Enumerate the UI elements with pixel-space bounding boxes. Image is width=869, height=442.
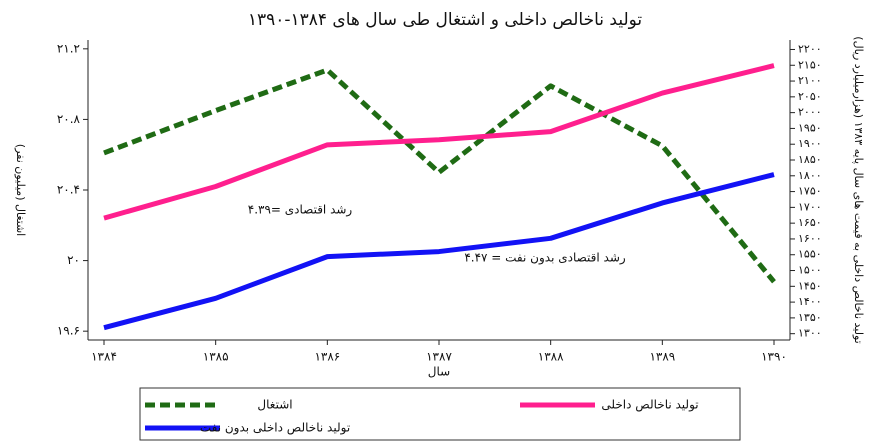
- x-tick-label: ۱۳۸۷: [426, 350, 452, 364]
- y2-tick-label: ۱۶۵۰: [798, 216, 822, 229]
- y2-tick-label: ۱۸۵۰: [798, 153, 822, 166]
- y2-tick-label: ۱۳۵۰: [798, 311, 822, 324]
- y-tick-label: ۲۰: [67, 253, 80, 267]
- y2-tick-label: ۱۴۰۰: [798, 295, 822, 308]
- y2-tick-label: ۲۰۵۰: [798, 90, 822, 103]
- x-tick-label: ۱۳۸۴: [91, 350, 117, 364]
- y2-tick-label: ۱۸۰۰: [798, 169, 822, 182]
- y2-axis-label: تولید ناخالص داخلی به قیمت های سال پایه …: [852, 36, 865, 343]
- x-axis-label: سال: [428, 365, 450, 379]
- x-tick-label: ۱۳۸۸: [538, 350, 564, 364]
- y2-tick-label: ۲۰۰۰: [798, 106, 822, 119]
- chart-title: تولید ناخالص داخلی و اشتغال طی سال های ۱…: [248, 10, 643, 30]
- y2-tick-label: ۲۲۰۰: [798, 42, 822, 55]
- annotation: رشد اقتصادی بدون نفت = ۴.۴۷: [464, 251, 626, 266]
- y2-tick-label: ۱۵۰۰: [798, 264, 822, 277]
- annotation: رشد اقتصادی =۴.۳۹: [248, 203, 353, 218]
- x-tick-label: ۱۳۸۶: [314, 350, 340, 364]
- y2-tick-label: ۱۹۵۰: [798, 121, 822, 134]
- legend-box: [139, 387, 741, 441]
- line-series: [103, 172, 775, 331]
- legend-label: تولید ناخالص داخلی بدون نفت: [200, 421, 350, 436]
- x-tick-label: ۱۳۹۰: [761, 350, 787, 364]
- y-tick-label: ۲۱.۲: [57, 41, 80, 55]
- y2-tick-label: ۱۳۰۰: [798, 327, 822, 340]
- y2-tick-label: ۲۱۰۰: [798, 74, 822, 87]
- y-tick-label: ۱۹.۶: [57, 324, 80, 338]
- x-tick-label: ۱۳۸۵: [203, 350, 229, 364]
- y2-tick-label: ۱۶۰۰: [798, 232, 822, 245]
- y2-tick-label: ۱۹۰۰: [798, 137, 822, 150]
- line-series: [103, 63, 775, 221]
- y2-tick-label: ۱۵۵۰: [798, 248, 822, 261]
- y2-tick-label: ۱۷۵۰: [798, 185, 822, 198]
- y2-tick-label: ۱۴۵۰: [798, 279, 822, 292]
- y2-tick-label: ۲۱۵۰: [798, 58, 822, 71]
- legend-label: تولید ناخالص داخلی: [601, 398, 698, 413]
- x-tick-label: ۱۳۸۹: [649, 350, 675, 364]
- y-tick-label: ۲۰.۸: [57, 112, 81, 126]
- y-axis-label: اشتغال (میلیون نفر): [14, 144, 27, 236]
- y-tick-label: ۲۰.۴: [57, 183, 80, 197]
- legend-label: اشتغال: [257, 398, 292, 412]
- y2-tick-label: ۱۷۰۰: [798, 200, 822, 213]
